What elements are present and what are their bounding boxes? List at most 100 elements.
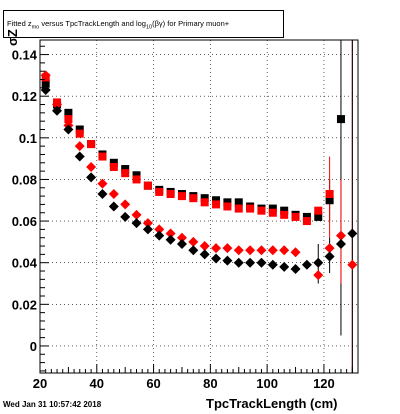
- title-prefix: Fitted z: [7, 19, 32, 28]
- data-point-diamond: [154, 230, 165, 241]
- data-point-square: [302, 217, 311, 226]
- data-point-diamond: [290, 247, 301, 258]
- data-point-diamond: [211, 253, 222, 264]
- data-point-diamond: [245, 257, 256, 268]
- data-point-square: [314, 206, 323, 215]
- data-point-diamond: [176, 232, 187, 243]
- data-point-diamond: [52, 105, 63, 116]
- data-point-diamond: [176, 238, 187, 249]
- data-point-square: [75, 129, 84, 138]
- data-point-square: [257, 206, 266, 215]
- data-point-square: [132, 175, 141, 184]
- data-point-square: [246, 204, 255, 213]
- y-tick-label: 0: [30, 339, 37, 354]
- data-point-diamond: [211, 243, 222, 254]
- y-tick-label: 0.02: [12, 297, 37, 312]
- data-point-square: [280, 206, 289, 215]
- data-point-diamond: [52, 99, 63, 110]
- data-point-square: [64, 115, 73, 124]
- data-point-square: [268, 204, 277, 213]
- data-point-diamond: [199, 241, 210, 252]
- data-point-square: [121, 169, 130, 178]
- data-point-square: [314, 212, 323, 221]
- title-subscript-10: 10: [145, 24, 153, 31]
- data-point-diamond: [313, 270, 324, 281]
- data-points: [40, 70, 358, 281]
- data-point-diamond: [74, 151, 85, 162]
- chart-title: Fitted zmo versus TpcTrackLength and log…: [3, 10, 284, 38]
- y-axis-label: σZ: [5, 29, 20, 46]
- data-point-square: [121, 165, 130, 174]
- y-tick-label: 0.04: [12, 256, 38, 271]
- data-point-diamond: [199, 249, 210, 260]
- data-point-square: [291, 212, 300, 221]
- data-point-square: [64, 108, 73, 117]
- data-point-diamond: [233, 257, 244, 268]
- data-point-diamond: [108, 201, 119, 212]
- data-point-diamond: [165, 228, 176, 239]
- data-point-square: [223, 202, 232, 211]
- y-tick-label: 0.08: [12, 172, 37, 187]
- y-tick-label: 0.06: [12, 214, 37, 229]
- data-point-diamond: [86, 161, 97, 172]
- data-point-diamond: [131, 209, 142, 220]
- data-point-diamond: [279, 245, 290, 256]
- data-point-square: [336, 115, 345, 124]
- data-point-diamond: [131, 218, 142, 229]
- error-bars: [317, 40, 353, 373]
- data-point-diamond: [267, 245, 278, 256]
- data-point-square: [325, 190, 334, 199]
- data-point-square: [223, 198, 232, 207]
- data-point-diamond: [256, 245, 267, 256]
- data-point-diamond: [267, 259, 278, 270]
- y-tick-label: 0.12: [12, 89, 37, 104]
- data-point-square: [280, 210, 289, 219]
- title-subscript-mo: mo: [31, 24, 40, 31]
- x-axis-label: TpcTrackLength (cm): [206, 396, 338, 411]
- data-point-diamond: [108, 189, 119, 200]
- data-point-diamond: [188, 245, 199, 256]
- data-point-square: [98, 152, 107, 161]
- data-point-square: [166, 190, 175, 199]
- data-point-square: [234, 198, 243, 207]
- data-point-diamond: [324, 251, 335, 262]
- data-point-diamond: [74, 141, 85, 152]
- data-point-diamond: [154, 224, 165, 235]
- data-point-square: [155, 187, 164, 196]
- data-point-diamond: [165, 234, 176, 245]
- data-point-diamond: [142, 224, 153, 235]
- data-point-diamond: [347, 228, 358, 239]
- data-point-square: [177, 192, 186, 201]
- data-point-square: [212, 196, 221, 205]
- data-point-square: [87, 140, 96, 149]
- tick-labels: 20 40 60 80 100 120 0 0.02 0.04 0.06 0.08 0.1 0.12 0.…: [12, 48, 335, 391]
- data-point-square: [234, 204, 243, 213]
- data-point-square: [41, 79, 50, 88]
- data-point-square: [189, 194, 198, 203]
- data-point-diamond: [120, 211, 131, 222]
- data-point-diamond: [313, 257, 324, 268]
- title-suffix: (βγ) for Primary muon+: [152, 19, 230, 28]
- x-tick-label: 120: [313, 376, 335, 391]
- x-tick-label: 80: [203, 376, 217, 391]
- data-point-square: [200, 194, 209, 203]
- data-point-diamond: [279, 261, 290, 272]
- data-point-diamond: [120, 199, 131, 210]
- x-tick-label: 60: [146, 376, 160, 391]
- data-point-diamond: [40, 70, 51, 81]
- data-point-square: [200, 198, 209, 207]
- y-tick-label: 0.1: [19, 131, 37, 146]
- data-point-square: [143, 181, 152, 190]
- data-point-diamond: [63, 124, 74, 135]
- data-point-diamond: [335, 238, 346, 249]
- data-point-diamond: [245, 245, 256, 256]
- plot-frame: [39, 39, 359, 374]
- axis-ticks: [39, 45, 359, 373]
- data-point-square: [325, 196, 334, 205]
- data-point-diamond: [188, 236, 199, 247]
- data-point-square: [132, 171, 141, 180]
- x-tick-label: 100: [256, 376, 278, 391]
- data-point-diamond: [222, 255, 233, 266]
- data-point-diamond: [347, 259, 358, 270]
- data-point-square: [268, 208, 277, 217]
